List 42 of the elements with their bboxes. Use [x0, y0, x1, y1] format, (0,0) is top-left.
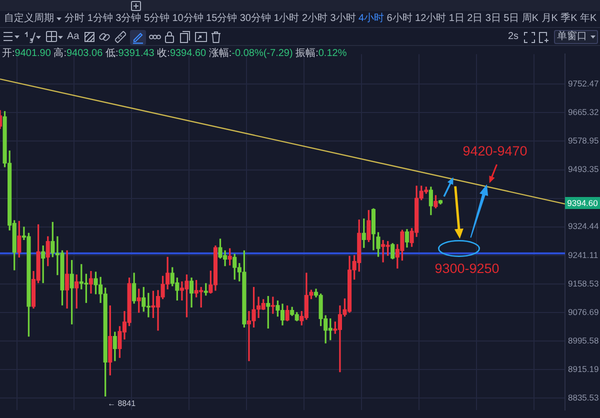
y-tick-label: 8995.58 — [568, 335, 599, 346]
y-tick-label: 9241.11 — [568, 250, 598, 260]
y-tick-label: 8915.19 — [568, 364, 599, 374]
text: 自定义周期 — [4, 13, 54, 25]
text: 1日 — [448, 13, 464, 25]
candlestick — [270, 296, 275, 314]
annotation: 9300-9250 — [434, 261, 500, 276]
text: 10分钟 — [172, 13, 204, 25]
annotation: 9420-9470 — [462, 144, 528, 159]
y-tick-label: 9076.69 — [568, 306, 599, 317]
y-tick-label: 9752.47 — [568, 78, 599, 88]
text: 开:9401.90 高:9403.06 低:9391.43 收:9394.60 涨幅:-0.08%(-7.29) 振幅:0.12% — [2, 48, 347, 59]
text: 分时 — [64, 13, 85, 25]
text: 3小时 — [330, 13, 356, 25]
y-tick-label: 9158.53 — [568, 278, 599, 288]
text: 月K — [541, 13, 558, 25]
annotation: ← 8841 — [108, 399, 136, 408]
text: 6小时 — [386, 13, 412, 25]
text: 12小时 — [415, 13, 446, 25]
text: 5日 — [504, 13, 520, 25]
text: 2s — [508, 31, 519, 43]
text: 30分钟 — [240, 13, 271, 25]
text: Aa — [67, 31, 80, 43]
text: 1分钟 — [87, 13, 113, 25]
text: 5分钟 — [144, 13, 170, 25]
text: 2小时 — [302, 13, 328, 25]
text: 年K — [580, 13, 597, 25]
y-tick-label: 9493.35 — [568, 164, 599, 174]
text: 3日 — [485, 13, 501, 25]
y-tick-label: 9324.44 — [568, 221, 599, 232]
text: 15分钟 — [206, 13, 238, 25]
text: 单窗口 — [557, 30, 587, 42]
text: 3分钟 — [116, 13, 142, 25]
text: 季K — [560, 13, 578, 25]
text: 4小时 — [358, 13, 384, 25]
text: 1小时 — [274, 13, 300, 25]
y-tick-label: 9665.32 — [568, 107, 599, 118]
annotation: 9394.60 — [567, 198, 598, 208]
y-tick-label: 8835.53 — [568, 392, 599, 403]
y-tick-label: 9578.95 — [568, 136, 599, 146]
text: 周K — [522, 13, 539, 25]
text: 2日 — [467, 13, 483, 25]
